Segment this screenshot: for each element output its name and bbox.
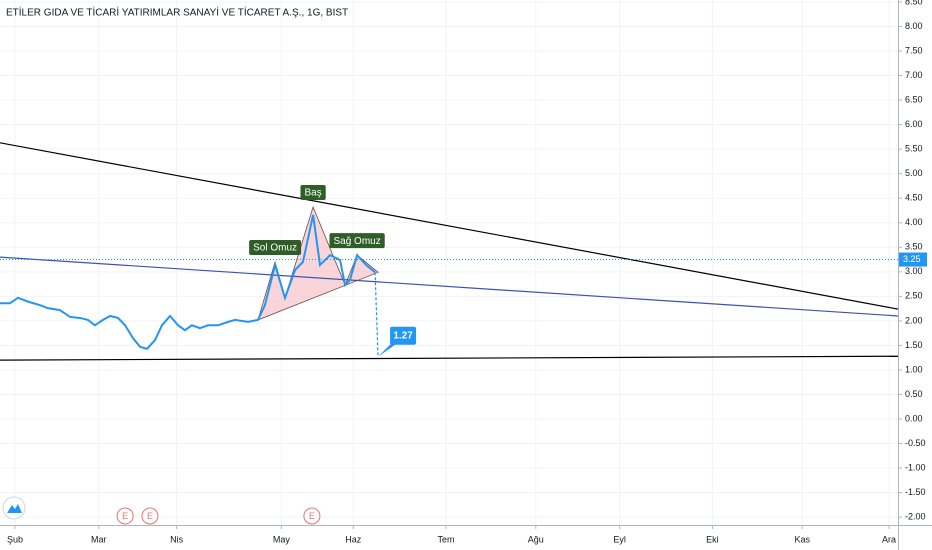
earnings-marker — [116, 507, 134, 525]
trend-line — [0, 355, 899, 361]
y-tick-label: 6.00 — [905, 119, 923, 129]
y-tick-label: 1.00 — [905, 364, 923, 374]
annotation-label: Sağ Omuz — [333, 236, 380, 247]
target-label: 1.27 — [393, 330, 413, 341]
x-tick-label: Kas — [794, 534, 810, 544]
x-tick-label: Eyl — [613, 534, 626, 544]
chart-title: ETİLER GIDA VE TİCARİ YATIRIMLAR SANAYİ … — [6, 6, 348, 19]
earnings-label: E — [122, 511, 128, 521]
trend-line — [0, 256, 899, 317]
y-tick-label: 4.00 — [905, 217, 923, 227]
x-tick-label: Haz — [345, 534, 362, 544]
y-tick-label: 8.00 — [905, 21, 923, 31]
earnings-label: E — [309, 511, 315, 521]
y-tick-label: -1.50 — [905, 487, 926, 497]
x-tick-label: Tem — [437, 534, 454, 544]
y-tick-label: 4.50 — [905, 193, 923, 203]
y-tick-label: 0.50 — [905, 389, 923, 399]
y-tick-label: -1.00 — [905, 462, 926, 472]
x-tick-label: Şub — [7, 534, 23, 544]
trend-line — [374, 272, 379, 357]
y-tick-label: 2.50 — [905, 291, 923, 301]
annotation-label: Baş — [304, 188, 321, 199]
y-tick-label: -2.00 — [905, 512, 926, 522]
y-tick-label: 7.50 — [905, 45, 923, 55]
x-tick-label: Ara — [882, 534, 896, 544]
y-tick-label: 8.50 — [905, 0, 923, 6]
annotation-box — [300, 185, 326, 201]
y-tick-label: 1.50 — [905, 340, 923, 350]
y-tick-label: 3.00 — [905, 266, 923, 276]
x-tick-label: Nis — [170, 534, 183, 544]
annotation-box — [249, 240, 302, 256]
trend-line — [0, 142, 899, 310]
y-tick-label: 7.00 — [905, 70, 923, 80]
y-tick-label: 0.00 — [905, 413, 923, 423]
y-tick-label: 3.50 — [905, 242, 923, 252]
y-tick-label: 6.50 — [905, 94, 923, 104]
x-tick-label: May — [273, 534, 291, 544]
x-tick-label: Ağu — [528, 534, 544, 544]
y-tick-label: 5.50 — [905, 144, 923, 154]
y-tick-label: 2.00 — [905, 315, 923, 325]
target-box — [390, 326, 417, 345]
earnings-marker — [141, 507, 159, 525]
logo-icon — [7, 504, 22, 513]
y-tick-label: -0.50 — [905, 438, 926, 448]
last-price-label: 3.25 — [903, 254, 921, 264]
x-tick-label: Eki — [706, 534, 719, 544]
last-price-box — [899, 252, 927, 267]
y-tick-label: 5.00 — [905, 168, 923, 178]
x-tick-label: Mar — [91, 534, 107, 544]
target-pointer — [378, 342, 399, 357]
earnings-marker — [303, 507, 321, 525]
price-line — [0, 214, 376, 350]
annotation-box — [329, 233, 385, 249]
annotation-label: Sol Omuz — [253, 243, 297, 254]
grid — [0, 0, 898, 525]
earnings-label: E — [147, 511, 153, 521]
